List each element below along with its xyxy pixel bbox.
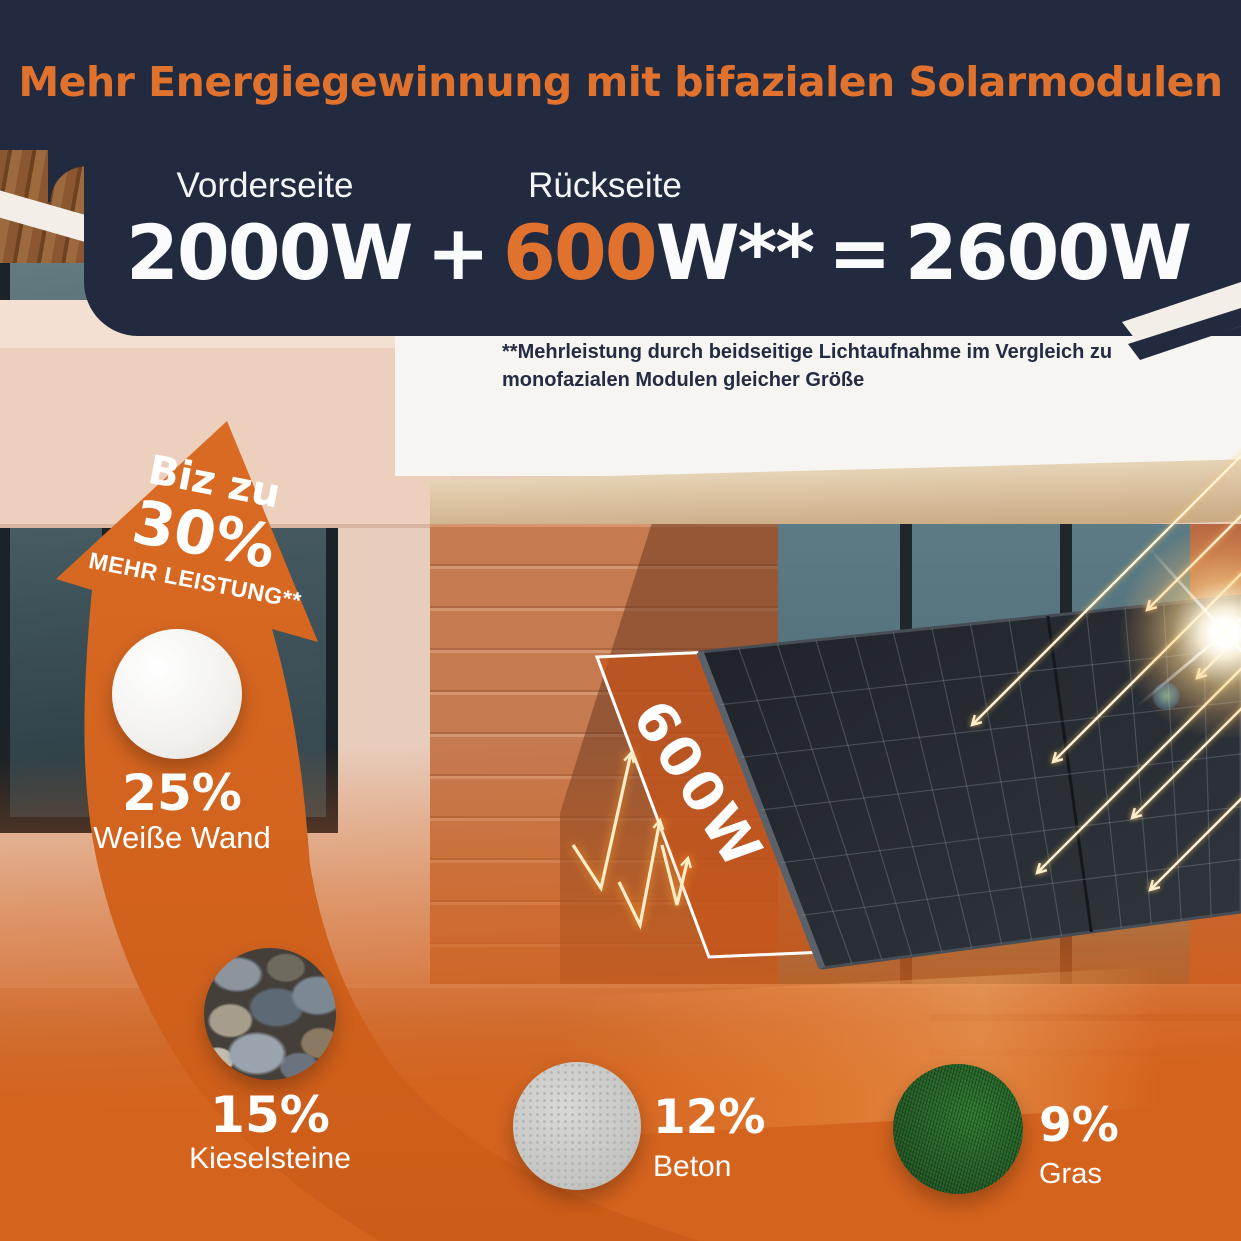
white-wall-value: 25%: [122, 764, 242, 822]
grass-value: 9%: [1039, 1098, 1119, 1153]
grass-swatch: [893, 1064, 1023, 1194]
footnote-line2: monofazialen Modulen gleicher Größe: [502, 369, 865, 391]
white-wall-swatch: [112, 629, 242, 759]
back-power-unit: W**: [655, 208, 815, 297]
page-title: Mehr Energiegewinnung mit bifazialen Sol…: [18, 58, 1223, 106]
white-wall-label: Weiße Wand: [93, 820, 271, 855]
sun-flare: [1120, 528, 1241, 738]
plus-sign: +: [426, 208, 490, 297]
lens-flare-ghost: [1152, 682, 1180, 710]
pebbles-swatch: [204, 948, 336, 1080]
grass-label: Gras: [1039, 1158, 1102, 1190]
front-power-value: 2000W: [126, 208, 413, 297]
pebbles-value: 15%: [210, 1086, 330, 1144]
pebbles-label: Kieselsteine: [189, 1142, 351, 1175]
back-side-label: Rückseite: [528, 166, 682, 205]
concrete-swatch: [513, 1062, 641, 1190]
footnote: **Mehrleistung durch beidseitige Lichtau…: [502, 338, 1130, 394]
front-side-label: Vorderseite: [176, 166, 354, 205]
equals-sign: =: [828, 208, 892, 297]
power-formula: 2000W + 600 W** = 2600W: [126, 208, 1192, 297]
header-panel-curve: [48, 148, 86, 202]
concrete-label: Beton: [653, 1150, 732, 1183]
concrete-value: 12%: [653, 1090, 766, 1145]
back-power-value: 600: [503, 208, 658, 297]
total-power-value: 2600W: [904, 208, 1192, 297]
footnote-line1: **Mehrleistung durch beidseitige Lichtau…: [502, 341, 1113, 363]
header-panel: [84, 0, 1241, 336]
